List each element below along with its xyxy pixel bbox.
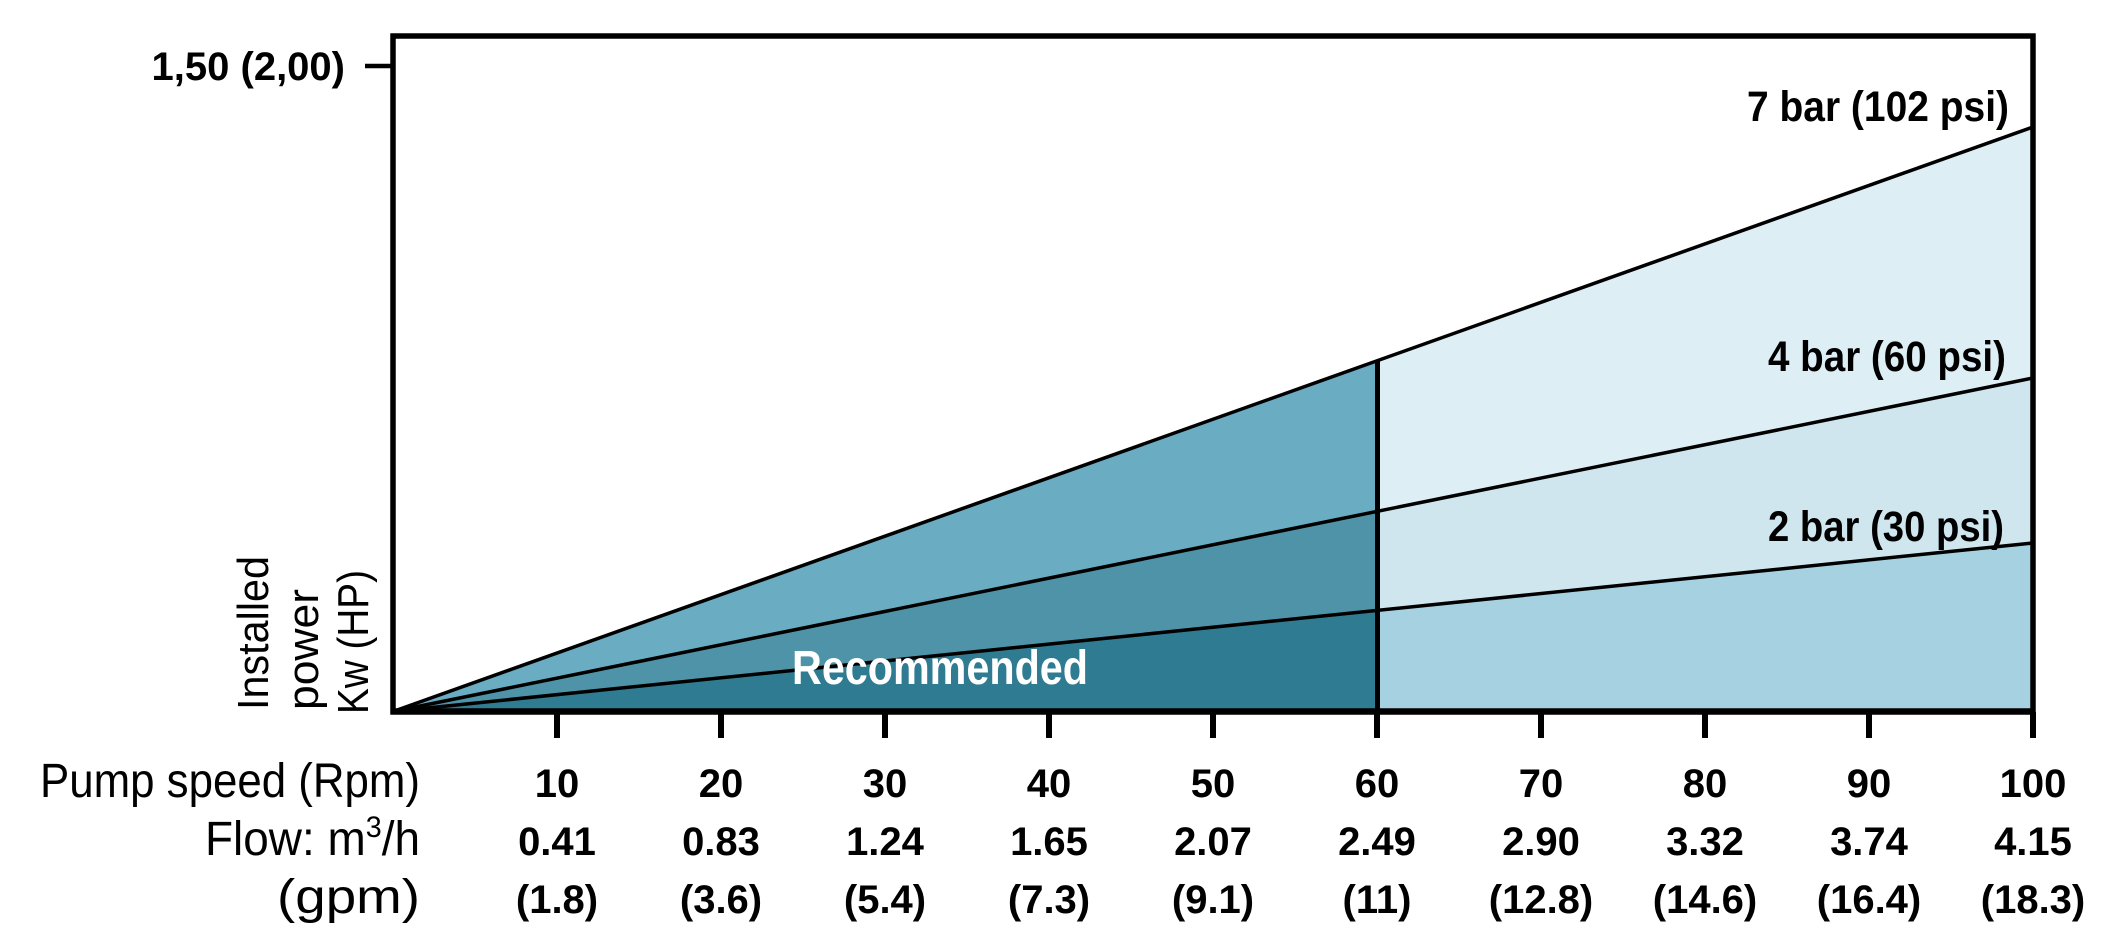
- svg-text:4.15: 4.15: [1994, 820, 2072, 864]
- svg-text:(14.6): (14.6): [1653, 878, 1758, 922]
- svg-text:Recommended: Recommended: [792, 642, 1088, 695]
- svg-text:2.90: 2.90: [1502, 820, 1580, 864]
- svg-text:(12.8): (12.8): [1489, 878, 1594, 922]
- svg-text:Kw (HP): Kw (HP): [329, 570, 378, 714]
- svg-text:(16.4): (16.4): [1817, 878, 1922, 922]
- svg-text:3.32: 3.32: [1666, 820, 1744, 864]
- svg-text:(1.8): (1.8): [516, 878, 598, 922]
- svg-text:3.74: 3.74: [1830, 820, 1909, 864]
- svg-text:70: 70: [1519, 762, 1564, 806]
- svg-text:1.65: 1.65: [1010, 820, 1088, 864]
- svg-text:2.49: 2.49: [1338, 820, 1416, 864]
- svg-text:60: 60: [1355, 762, 1400, 806]
- svg-text:(18.3): (18.3): [1981, 878, 2086, 922]
- svg-text:Installed: Installed: [229, 556, 278, 710]
- svg-text:power: power: [279, 589, 328, 710]
- svg-text:7 bar (102 psi): 7 bar (102 psi): [1747, 83, 2009, 131]
- svg-text:90: 90: [1847, 762, 1892, 806]
- svg-text:(3.6): (3.6): [680, 878, 762, 922]
- svg-text:50: 50: [1191, 762, 1236, 806]
- svg-text:1,50 (2,00): 1,50 (2,00): [152, 45, 345, 89]
- svg-text:30: 30: [863, 762, 908, 806]
- svg-text:(11): (11): [1343, 878, 1412, 922]
- svg-text:40: 40: [1027, 762, 1072, 806]
- svg-text:4 bar (60 psi): 4 bar (60 psi): [1768, 333, 2006, 381]
- svg-text:2 bar (30 psi): 2 bar (30 psi): [1768, 503, 2004, 551]
- svg-text:Pump speed (Rpm): Pump speed (Rpm): [40, 755, 420, 808]
- svg-text:100: 100: [2000, 762, 2067, 806]
- svg-text:(7.3): (7.3): [1008, 878, 1090, 922]
- svg-text:20: 20: [699, 762, 744, 806]
- svg-text:0.41: 0.41: [518, 820, 596, 864]
- svg-text:(9.1): (9.1): [1172, 878, 1254, 922]
- svg-text:0.83: 0.83: [682, 820, 760, 864]
- svg-text:80: 80: [1683, 762, 1728, 806]
- svg-text:10: 10: [535, 762, 580, 806]
- svg-text:2.07: 2.07: [1174, 820, 1252, 864]
- svg-text:(5.4): (5.4): [844, 878, 926, 922]
- svg-text:1.24: 1.24: [846, 820, 925, 864]
- svg-text:(gpm): (gpm): [277, 871, 420, 924]
- svg-text:Flow: m3/h: Flow: m3/h: [205, 811, 420, 866]
